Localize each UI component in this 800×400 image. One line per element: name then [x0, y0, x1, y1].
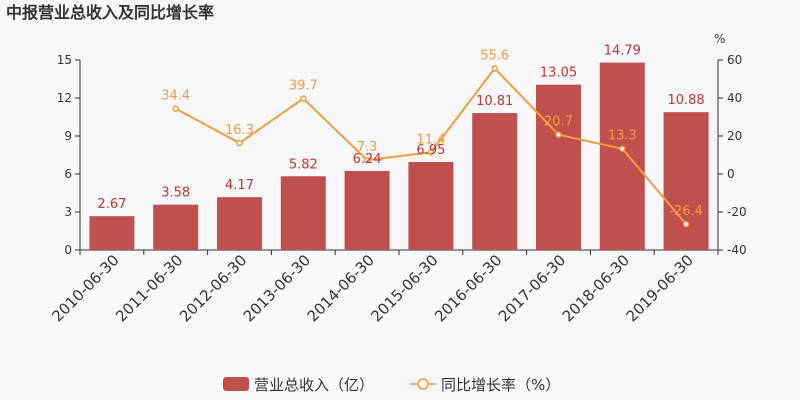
y-left-tick-label: 6: [64, 167, 72, 181]
bar: [599, 62, 645, 250]
growth-value-label: 39.7: [289, 79, 318, 94]
growth-point: [491, 65, 498, 72]
legend-label-revenue: 营业总收入（亿）: [254, 376, 374, 394]
bar: [472, 113, 518, 250]
y-left-tick-label: 3: [64, 205, 72, 219]
y-right-tick-label: 60: [727, 53, 742, 67]
bar-value-label: 4.17: [225, 178, 254, 193]
bar-value-label: 6.24: [353, 152, 382, 167]
bar-value-label: 6.95: [416, 143, 445, 158]
data-labels: 2.67 3.58 4.17 5.82 6.24 6.95 10.81 13.05 14.79 1…: [97, 44, 704, 220]
growth-value-label: -26.4: [669, 204, 703, 219]
legend-swatch-bar: [223, 377, 249, 391]
legend-label-growth: 同比增长率（%）: [441, 376, 560, 394]
growth-value-label: 20.7: [544, 115, 573, 130]
growth-point: [682, 220, 690, 228]
bar-value-label: 10.81: [476, 94, 513, 109]
y-right-tick-label: 20: [727, 129, 742, 143]
y-right-unit: %: [714, 32, 725, 46]
bar-value-label: 10.88: [667, 93, 704, 108]
x-tick-label: 2014-06-30: [304, 251, 378, 325]
growth-line: [172, 65, 690, 228]
bar: [89, 216, 135, 250]
bars: [89, 62, 709, 250]
bar: [663, 112, 709, 250]
bar-value-label: 3.58: [161, 186, 190, 201]
x-tick-label: 2019-06-30: [623, 251, 697, 325]
growth-value-label: 55.6: [480, 48, 509, 63]
bar: [536, 84, 581, 250]
x-tick-label: 2016-06-30: [431, 251, 505, 325]
bar: [408, 161, 454, 250]
growth-point: [172, 105, 179, 112]
growth-point: [555, 131, 562, 138]
growth-point: [363, 156, 371, 164]
y-right-tick-label: 40: [727, 91, 742, 105]
x-tick-label: 2015-06-30: [367, 251, 441, 325]
bar-value-label: 13.05: [540, 66, 577, 81]
x-tick-label: 2012-06-30: [176, 251, 250, 325]
x-tick-label: 2011-06-30: [112, 251, 186, 325]
growth-value-label: 11.4: [416, 132, 445, 147]
bar-value-label: 2.67: [97, 197, 126, 212]
growth-value-label: 7.3: [357, 140, 378, 155]
x-tick-label: 2017-06-30: [495, 251, 569, 325]
growth-point: [427, 149, 435, 156]
bar: [217, 197, 262, 250]
y-left-tick-label: 0: [64, 243, 72, 257]
growth-point: [619, 145, 626, 152]
legend-item-revenue[interactable]: 营业总收入（亿）: [223, 376, 374, 394]
bar-value-label: 5.82: [289, 157, 318, 172]
growth-point: [236, 139, 243, 147]
growth-point: [300, 95, 307, 102]
bar: [344, 170, 390, 250]
chart-title: 中报营业总收入及同比增长率: [6, 3, 214, 22]
growth-value-label: 16.3: [225, 123, 254, 138]
y-left-tick-label: 12: [57, 91, 72, 105]
y-left-tick-label: 15: [57, 53, 72, 67]
y-right-tick-label: -40: [727, 243, 747, 257]
legend: 营业总收入（亿） 同比增长率（%）: [223, 376, 560, 394]
x-tick-label: 2010-06-30: [48, 251, 122, 325]
growth-value-label: 34.4: [161, 89, 190, 104]
legend-item-growth[interactable]: 同比增长率（%）: [410, 376, 560, 394]
legend-swatch-marker: [417, 378, 429, 390]
bar-value-label: 14.79: [604, 44, 641, 59]
bar: [280, 176, 326, 250]
x-tick-label: 2013-06-30: [240, 251, 314, 325]
growth-value-label: 13.3: [608, 129, 637, 144]
y-right-tick-label: -20: [727, 205, 747, 219]
bar: [153, 204, 199, 250]
y-left-tick-label: 9: [64, 129, 72, 143]
y-right-tick-label: 0: [727, 167, 735, 181]
x-tick-label: 2018-06-30: [559, 251, 633, 325]
